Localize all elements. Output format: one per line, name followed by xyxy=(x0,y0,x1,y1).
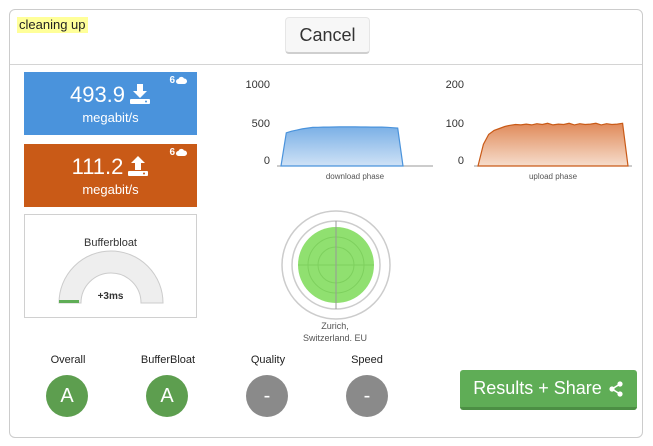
cloud-icon xyxy=(176,148,188,156)
cloud-icon xyxy=(176,76,188,84)
download-tick-label: 500 xyxy=(251,118,270,130)
download-unit: megabit/s xyxy=(82,110,139,125)
upload-chart xyxy=(474,122,632,167)
grade-badge-overall: A xyxy=(46,375,88,417)
grade-badge-speed: - xyxy=(346,375,388,417)
server-country: Switzerland. EU xyxy=(302,333,368,343)
bufferbloat-arc xyxy=(58,250,164,304)
upload-streams: 6 xyxy=(169,147,188,158)
download-streams: 6 xyxy=(169,75,188,86)
bufferbloat-value: +3ms xyxy=(97,291,124,302)
download-streams-count: 6 xyxy=(169,75,175,86)
download-chart xyxy=(277,126,433,167)
share-icon xyxy=(609,380,623,397)
results-share-label: Results + Share xyxy=(473,378,602,398)
download-speed-tile: 6 493.9 megabit/s xyxy=(24,72,197,135)
download-area xyxy=(280,126,404,167)
grade-label-bufferbloat: BufferBloat xyxy=(140,354,196,366)
cancel-button[interactable]: Cancel xyxy=(285,17,370,54)
bufferbloat-gauge: Bufferbloat +3ms xyxy=(24,214,197,318)
server-city: Zurich, xyxy=(321,321,349,331)
bufferbloat-level xyxy=(59,300,79,303)
upload-tick-label: 100 xyxy=(445,118,464,130)
grade-badge-quality: - xyxy=(246,375,288,417)
upload-unit: megabit/s xyxy=(82,182,139,197)
server-globe-icon xyxy=(281,210,391,320)
grade-label-quality: Quality xyxy=(250,354,286,366)
grade-label-speed: Speed xyxy=(351,354,383,366)
download-phase-label: download phase xyxy=(325,172,385,181)
upload-phase-label: upload phase xyxy=(528,172,578,181)
server-location: Zurich, Switzerland. EU xyxy=(285,320,385,344)
upload-tick-label: 0 xyxy=(457,155,464,167)
results-share-button[interactable]: Results + Share xyxy=(460,370,637,410)
grade-label-overall: Overall xyxy=(50,354,86,366)
upload-tick-label: 200 xyxy=(445,79,464,91)
download-tick-label: 0 xyxy=(263,155,270,167)
upload-area xyxy=(477,122,629,167)
download-speed-value: 493.9 xyxy=(69,82,126,107)
upload-speed-value: 111.2 xyxy=(71,154,124,179)
upload-speed-tile: 6 111.2 megabit/s xyxy=(24,144,197,207)
divider xyxy=(10,64,642,65)
grade-badge-bufferbloat: A xyxy=(146,375,188,417)
bufferbloat-title: Bufferbloat xyxy=(83,237,137,249)
download-tick-label: 1000 xyxy=(245,79,270,91)
download-icon xyxy=(130,84,151,104)
status-text: cleaning up xyxy=(17,17,88,33)
upload-streams-count: 6 xyxy=(169,147,175,158)
upload-icon xyxy=(128,156,149,176)
